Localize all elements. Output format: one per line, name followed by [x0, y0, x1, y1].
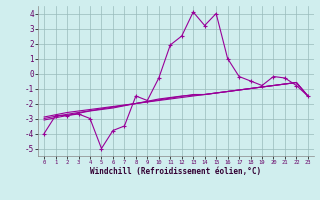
X-axis label: Windchill (Refroidissement éolien,°C): Windchill (Refroidissement éolien,°C) — [91, 167, 261, 176]
